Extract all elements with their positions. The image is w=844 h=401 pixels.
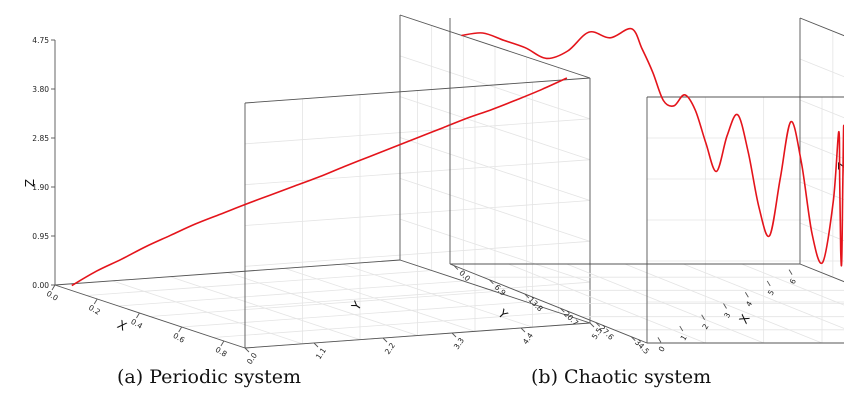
axis-line: [244, 322, 591, 349]
grid-line: [799, 58, 844, 78]
series-line: [71, 77, 568, 287]
x-tick-label: 6: [788, 277, 798, 286]
x-tick-label: 0.4: [129, 317, 144, 331]
grid-line: [342, 263, 533, 328]
y-tick-label: 2.2: [383, 341, 397, 356]
x-tick-label: 1: [679, 333, 689, 342]
y-tick: [313, 342, 319, 348]
y-tick-label: 34.5: [633, 338, 651, 356]
x-tick: [744, 291, 749, 298]
x-tick: [220, 340, 225, 347]
axis-line: [799, 263, 844, 283]
x-tick-label: 4: [744, 299, 754, 308]
grid-line: [399, 55, 591, 120]
panel-chaotic: 0.00-0.03-0.06-0.09-0.12ZX01234560.06.91…: [449, 17, 844, 356]
y-tick: [589, 322, 595, 328]
axis-line: [54, 259, 401, 286]
x-tick-label: 2: [700, 322, 710, 331]
z-axis-title: Z: [23, 179, 37, 187]
x-tick: [136, 312, 140, 319]
y-tick: [630, 336, 636, 341]
y-tick: [595, 322, 601, 327]
x-tick: [51, 284, 56, 291]
grid-line: [227, 272, 418, 336]
x-tick-label: 5: [766, 288, 776, 297]
x-axis-title: X: [115, 317, 129, 333]
x-tick: [93, 298, 98, 305]
grid-line: [799, 99, 844, 119]
y-tick: [524, 293, 530, 299]
x-tick: [178, 326, 183, 333]
caption-periodic: (a) Periodic system: [117, 366, 302, 388]
x-tick: [766, 280, 771, 287]
y-tick: [451, 332, 457, 338]
y-tick: [520, 327, 526, 333]
grid-line: [741, 263, 844, 306]
axes-box: [54, 14, 591, 349]
grid-line: [213, 312, 559, 338]
x-tick-label: 0.2: [87, 303, 102, 317]
grid-lines: [54, 14, 591, 349]
x-tick: [657, 337, 662, 343]
y-axis-title: Y: [348, 298, 365, 313]
axis-line: [399, 259, 591, 324]
y-axis-title: Y: [495, 306, 511, 322]
grid-line: [683, 263, 844, 329]
x-tick-label: 0: [657, 345, 667, 354]
y-tick-label: 0.0: [245, 351, 259, 366]
x-tick: [679, 325, 684, 332]
x-axis: 0.0 0.2 0.4 0.6 0.8 X: [45, 284, 229, 359]
grid-line: [799, 17, 844, 37]
y-tick: [453, 265, 459, 270]
x-tick: [723, 303, 727, 309]
x-tick-label: 0.6: [171, 331, 186, 345]
axis-line: [54, 284, 246, 349]
y-tick-label: 4.4: [521, 331, 535, 346]
axis-line: [244, 77, 591, 104]
axis-line: [449, 263, 648, 344]
z-tick-label: 2.85: [32, 134, 49, 143]
series-line: [461, 27, 844, 267]
grid-line: [284, 267, 476, 332]
y-axis: 0.0 1.1 2.2 3.3 4.4 5.5Y: [244, 298, 604, 366]
z-tick-label: 0.00: [32, 281, 49, 290]
z-tick-label: 0.95: [32, 232, 49, 241]
axes-box: [449, 17, 844, 344]
y-tick: [244, 347, 250, 353]
y-tick-label: 13.8: [527, 295, 545, 313]
axis-line: [799, 17, 844, 37]
x-tick: [701, 314, 706, 321]
panel-periodic: 0.00 0.95 1.90 2.85 3.80 4.75 Z 0.0 0.2 0.4 0.6 0.8…: [23, 14, 604, 366]
x-tick-label: 3: [722, 311, 732, 320]
caption-chaotic: (b) Chaotic system: [531, 366, 712, 388]
grid-line: [799, 222, 844, 242]
z-axis: 0.00 0.95 1.90 2.85 3.80 4.75 Z: [23, 36, 55, 290]
x-tick-label: 0.0: [45, 289, 60, 303]
z-tick-label: 3.80: [32, 85, 49, 94]
y-tick-label: 3.3: [452, 336, 466, 351]
y-tick: [489, 279, 494, 285]
y-tick: [560, 307, 565, 313]
z-tick-label: 1.90: [32, 183, 49, 192]
x-tick-label: 0.8: [214, 345, 229, 359]
z-tick-label: 4.75: [32, 36, 49, 45]
grid-line: [799, 140, 844, 160]
grid-line: [799, 181, 844, 201]
x-tick: [788, 269, 793, 275]
y-tick: [382, 337, 388, 343]
y-tick-label: 1.1: [314, 346, 328, 361]
grid-line: [244, 118, 591, 145]
axis-line: [399, 14, 591, 79]
